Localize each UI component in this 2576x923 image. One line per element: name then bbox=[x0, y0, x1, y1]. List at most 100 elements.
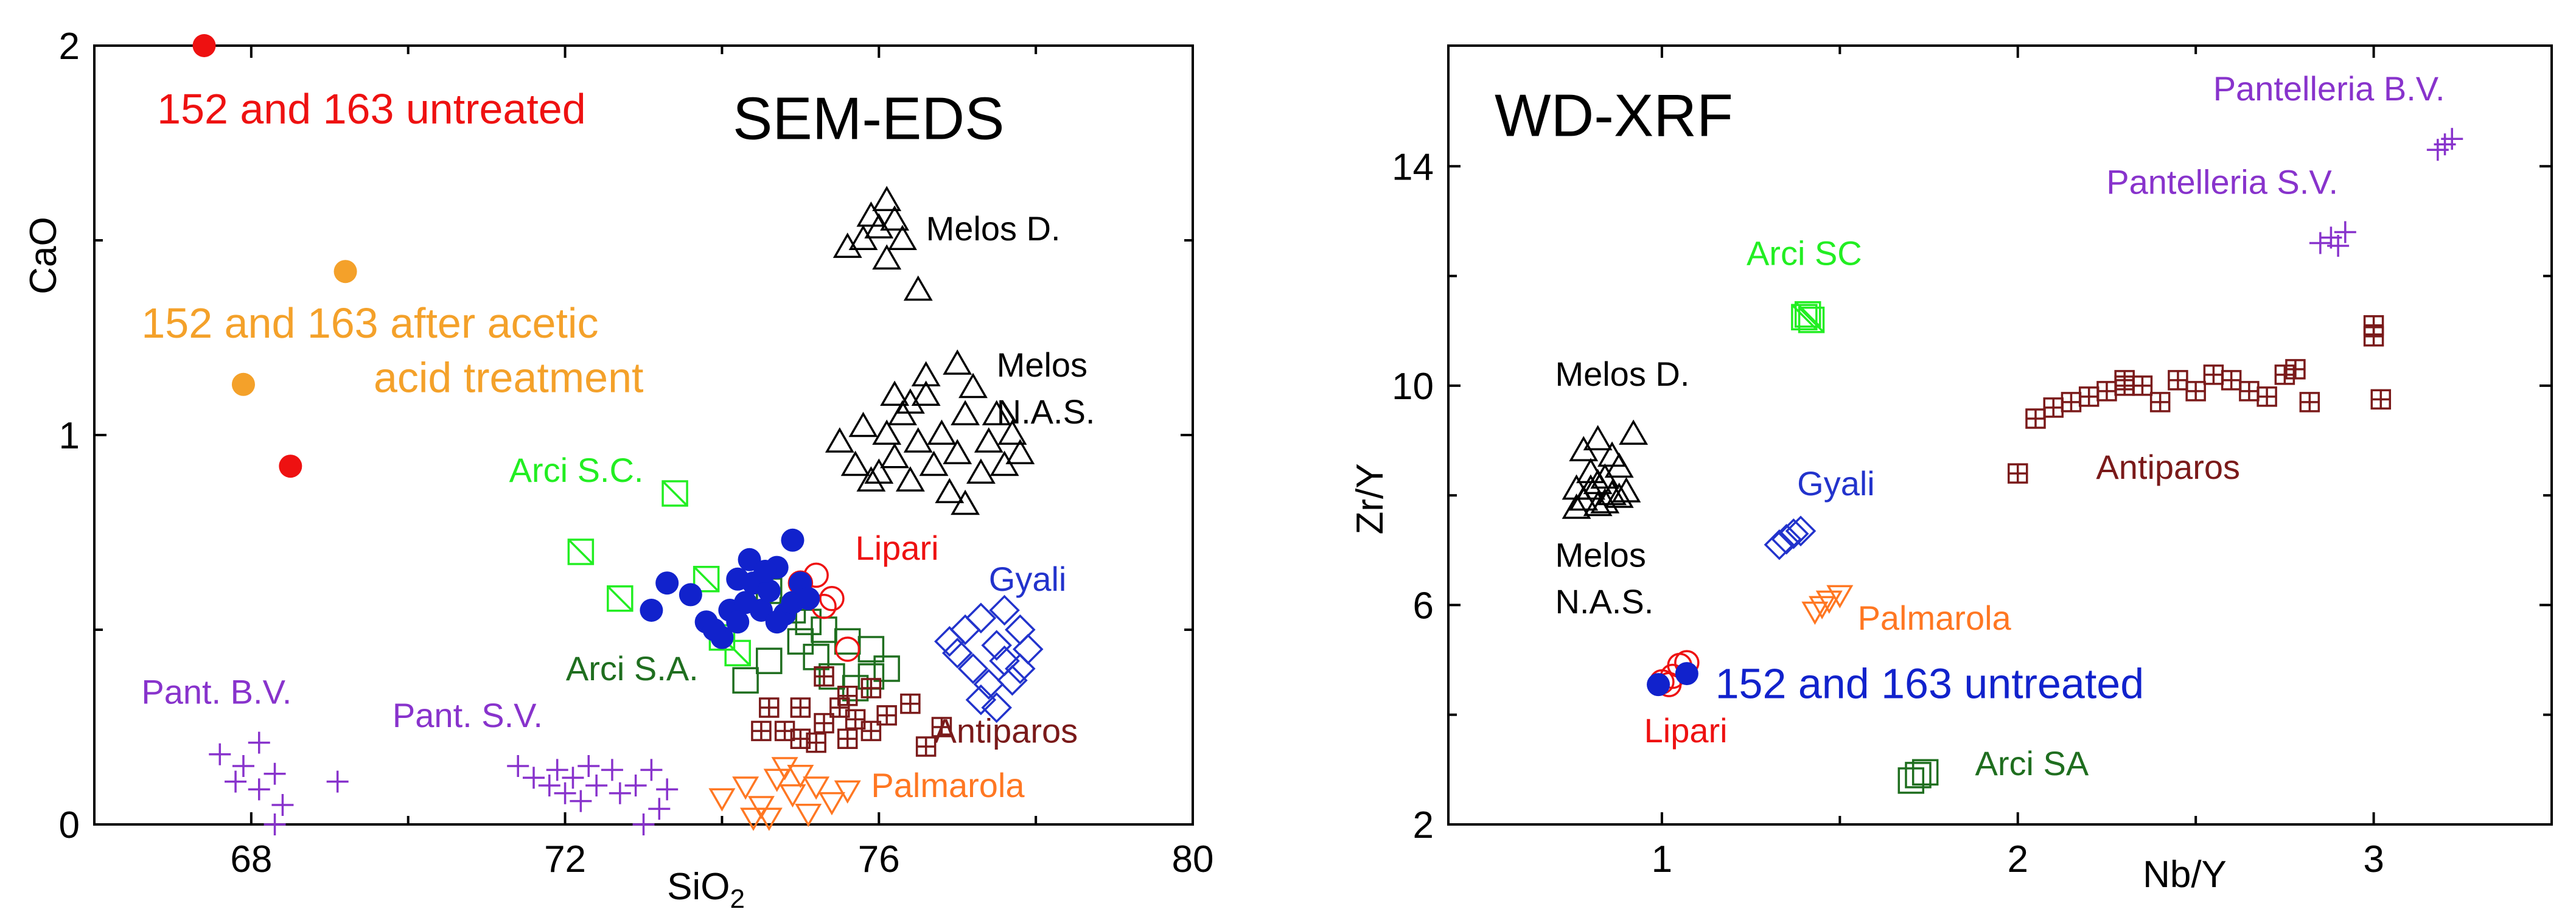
data-point bbox=[876, 705, 897, 726]
data-point bbox=[840, 450, 870, 476]
data-point bbox=[702, 618, 726, 641]
data-point bbox=[949, 614, 981, 646]
data-point bbox=[2257, 386, 2277, 407]
data-point bbox=[834, 636, 860, 662]
data-point bbox=[856, 466, 886, 492]
data-point bbox=[2168, 370, 2188, 391]
data-point bbox=[232, 755, 254, 777]
annotation-gyali: Gyali bbox=[989, 560, 1067, 598]
data-point bbox=[2061, 392, 2082, 413]
data-point bbox=[1576, 474, 1605, 500]
data-point bbox=[974, 427, 1004, 453]
y-tick-label: 14 bbox=[1392, 146, 1434, 188]
series-arci-s-c bbox=[567, 480, 751, 667]
data-point bbox=[880, 205, 909, 231]
data-point bbox=[640, 599, 663, 622]
data-point bbox=[326, 770, 349, 793]
series-melos-n-a-s bbox=[1562, 468, 1641, 519]
data-point bbox=[562, 767, 584, 789]
data-point bbox=[811, 616, 837, 643]
data-point bbox=[601, 759, 623, 781]
data-point bbox=[648, 798, 671, 820]
wd-xrf-x-axis-label: Nb/Y bbox=[2143, 854, 2227, 896]
data-point bbox=[981, 630, 1012, 661]
data-point bbox=[981, 692, 1012, 723]
data-point bbox=[781, 528, 805, 552]
data-point bbox=[271, 794, 294, 816]
data-point bbox=[1911, 759, 1939, 786]
data-point bbox=[997, 664, 1028, 696]
data-point bbox=[2149, 392, 2171, 413]
annotation-arci-s-c: Arci S.C. bbox=[509, 451, 644, 489]
data-point bbox=[790, 697, 811, 718]
annotation-gyali: Gyali bbox=[1797, 464, 1875, 503]
annotation-palmarola: Palmarola bbox=[871, 766, 1025, 804]
data-point bbox=[655, 571, 679, 595]
data-point bbox=[911, 361, 941, 387]
data-point bbox=[911, 380, 941, 406]
data-point bbox=[1005, 439, 1035, 465]
data-point bbox=[1583, 468, 1613, 495]
series-melos-d bbox=[1562, 419, 1649, 500]
series-palmarola bbox=[1801, 585, 1854, 625]
y-tick-label: 0 bbox=[59, 804, 80, 846]
x-tick-label: 1 bbox=[1652, 838, 1672, 880]
data-point bbox=[1764, 529, 1795, 560]
data-point bbox=[803, 644, 829, 670]
data-point bbox=[927, 419, 957, 445]
data-point bbox=[872, 244, 902, 270]
data-point bbox=[943, 439, 972, 465]
data-point bbox=[982, 400, 1011, 426]
data-point bbox=[941, 638, 973, 669]
data-point bbox=[779, 784, 806, 808]
x-tick-label: 72 bbox=[544, 838, 586, 880]
data-point bbox=[640, 759, 663, 781]
data-point bbox=[248, 731, 270, 754]
data-point bbox=[2114, 375, 2135, 396]
x-tick-label: 76 bbox=[858, 838, 900, 880]
data-point bbox=[880, 442, 909, 468]
data-point bbox=[873, 655, 900, 682]
data-point bbox=[1604, 482, 1634, 508]
series-arci-sc bbox=[1791, 301, 1825, 333]
data-point bbox=[935, 478, 965, 504]
series-152-and-163-untreated bbox=[192, 34, 302, 478]
data-point bbox=[1611, 477, 1641, 503]
data-point bbox=[747, 796, 775, 820]
data-point bbox=[845, 709, 866, 730]
annotation-antiparos: Antiparos bbox=[2096, 448, 2240, 486]
data-point bbox=[900, 693, 921, 714]
data-point bbox=[814, 712, 834, 734]
series-antiparos bbox=[751, 666, 952, 757]
data-point bbox=[1785, 515, 1817, 547]
data-point bbox=[192, 34, 216, 57]
data-point bbox=[903, 427, 933, 453]
data-point bbox=[795, 804, 822, 827]
data-point bbox=[1012, 633, 1044, 665]
annotation-pantelleria-s-v: Pantelleria S.V. bbox=[2106, 162, 2338, 201]
data-point bbox=[2025, 408, 2046, 429]
data-point bbox=[895, 388, 925, 414]
data-point bbox=[656, 778, 679, 801]
data-point bbox=[708, 788, 736, 812]
data-point bbox=[1771, 523, 1802, 555]
data-point bbox=[2327, 235, 2350, 257]
data-point bbox=[957, 653, 989, 684]
data-point bbox=[1794, 301, 1821, 328]
data-point bbox=[837, 686, 858, 706]
data-point bbox=[607, 585, 634, 612]
data-point bbox=[1604, 452, 1634, 478]
data-point bbox=[2334, 221, 2356, 243]
data-point bbox=[915, 736, 937, 757]
series-antiparos bbox=[2007, 315, 2392, 484]
data-point bbox=[585, 775, 608, 796]
data-point bbox=[818, 792, 845, 816]
data-point bbox=[624, 775, 647, 796]
data-point bbox=[2078, 386, 2100, 407]
data-point bbox=[751, 720, 772, 742]
data-point bbox=[864, 213, 894, 239]
series-melos-d bbox=[832, 186, 933, 301]
data-point bbox=[931, 717, 952, 737]
data-point bbox=[803, 776, 830, 800]
